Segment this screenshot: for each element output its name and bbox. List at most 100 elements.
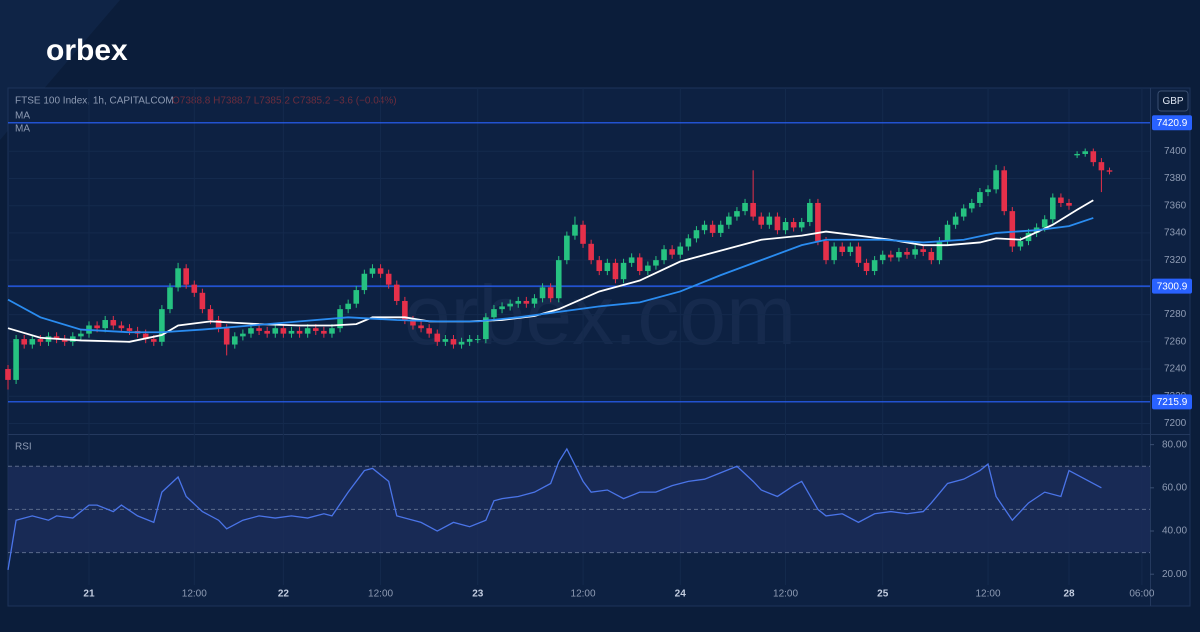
candle-body xyxy=(264,330,270,334)
y-tick-label: 7280 xyxy=(1164,309,1187,320)
candle-body xyxy=(580,224,586,244)
candle-body xyxy=(1050,197,1056,220)
candle-body xyxy=(693,230,700,239)
candle-body xyxy=(150,339,157,342)
candle-body xyxy=(717,224,724,233)
candle-body xyxy=(418,325,424,329)
candle-body xyxy=(523,300,530,304)
candle-body xyxy=(636,257,643,272)
candle-body xyxy=(871,260,878,272)
candle-body xyxy=(393,284,400,301)
candle-body xyxy=(426,328,432,334)
currency-box[interactable] xyxy=(1157,90,1189,112)
candle-body xyxy=(653,260,659,266)
candle-body xyxy=(969,202,975,209)
y-tick-label: 7400 xyxy=(1164,146,1187,157)
y-tick-label: 60.00 xyxy=(1162,482,1187,493)
candle-body xyxy=(248,328,254,334)
candle-body xyxy=(442,339,449,342)
candle-body xyxy=(572,224,578,236)
candle-body xyxy=(726,216,732,225)
candle-body xyxy=(993,170,999,190)
candle-body xyxy=(296,330,303,334)
candle-body xyxy=(223,328,230,345)
candle-body xyxy=(312,328,319,331)
candle-body xyxy=(191,284,198,293)
level-label: 7300.9 xyxy=(1157,281,1188,292)
level-tag xyxy=(1152,115,1192,131)
candle-body xyxy=(709,224,716,233)
candle-body xyxy=(831,246,837,261)
candle-body xyxy=(329,328,335,334)
level-label: 7420.9 xyxy=(1157,118,1188,129)
candle-body xyxy=(985,189,991,193)
candle-body xyxy=(515,300,522,304)
chart-title: FTSE 100 Index, 1h, CAPITALCOM xyxy=(15,96,174,107)
candle-body xyxy=(928,251,935,261)
y-tick-label: 7360 xyxy=(1164,200,1187,211)
candle-body xyxy=(952,216,959,225)
candle-body xyxy=(677,246,684,255)
candle-body xyxy=(353,290,360,304)
candle-body xyxy=(369,268,376,274)
candle-body xyxy=(474,339,481,341)
candle-body xyxy=(37,339,44,342)
candle-body xyxy=(531,298,538,304)
candle-body xyxy=(588,243,594,261)
candle-body xyxy=(790,222,797,228)
candle-body xyxy=(1082,151,1089,154)
candle-body xyxy=(240,333,246,337)
candle-body xyxy=(896,251,902,258)
candle-body xyxy=(5,369,11,380)
candle-body xyxy=(167,287,173,310)
candle-body xyxy=(645,265,651,272)
candle-body xyxy=(207,309,214,321)
candle-body xyxy=(758,216,765,225)
candle-body xyxy=(199,292,206,310)
candle-body xyxy=(1090,151,1097,163)
candle-body xyxy=(450,339,457,345)
candle-body xyxy=(888,254,894,258)
candle-body xyxy=(912,249,918,255)
candle-body xyxy=(539,287,546,299)
candle-body xyxy=(564,235,570,261)
ma-legend: MA xyxy=(15,124,30,135)
x-tick-label: 25 xyxy=(877,589,889,600)
candle-body xyxy=(499,306,505,310)
candle-body xyxy=(596,260,603,272)
candle-body xyxy=(272,328,279,334)
candle-body xyxy=(110,320,117,326)
candle-body xyxy=(936,241,943,261)
y-tick-label: 7240 xyxy=(1164,364,1187,375)
candle-body xyxy=(377,268,384,274)
candle-body xyxy=(491,309,497,318)
candle-body xyxy=(483,317,489,340)
candle-body xyxy=(944,224,951,242)
candle-body xyxy=(466,339,473,342)
candle-body xyxy=(29,339,36,345)
candle-body xyxy=(766,216,773,225)
watermark: orbex.com xyxy=(404,268,796,362)
candle-body xyxy=(661,249,667,261)
x-tick-label: 12:00 xyxy=(368,589,393,600)
x-tick-label: 24 xyxy=(675,589,687,600)
candle-body xyxy=(612,262,619,280)
candle-body xyxy=(742,202,748,212)
candle-body xyxy=(685,238,692,247)
logo: orbex xyxy=(46,34,128,67)
candle-body xyxy=(183,268,189,285)
level-tag xyxy=(1152,394,1192,410)
y-tick-label: 7320 xyxy=(1164,255,1187,266)
candle-body xyxy=(215,320,222,329)
y-tick-label: 7260 xyxy=(1164,336,1187,347)
rsi-line xyxy=(7,447,1102,570)
candle-body xyxy=(126,328,133,331)
y-tick-label: 7340 xyxy=(1164,228,1187,239)
candle-body xyxy=(1017,241,1024,247)
candle-body xyxy=(847,246,854,252)
candle-body xyxy=(734,211,740,217)
candle-body xyxy=(628,257,635,263)
x-tick-label: 21 xyxy=(83,589,95,600)
candle-body xyxy=(61,339,68,342)
